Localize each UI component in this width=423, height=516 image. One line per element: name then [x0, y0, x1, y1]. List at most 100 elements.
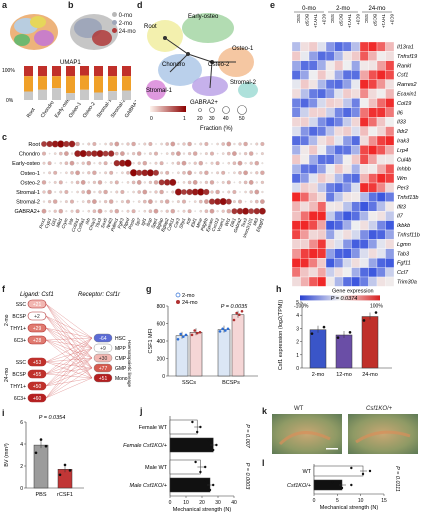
dot-plot-dot — [85, 150, 92, 157]
dot-plot-dot — [63, 140, 70, 148]
dot-plot-dot — [199, 209, 203, 213]
heatmap-cell — [376, 220, 386, 231]
heatmap-cell — [300, 117, 310, 127]
interaction-edge — [45, 357, 93, 363]
heatmap-cell — [359, 164, 369, 174]
heatmap-cell — [308, 51, 318, 61]
heatmap-cell — [359, 258, 369, 268]
dot-plot-dot — [181, 189, 187, 195]
dot-plot-dot — [86, 189, 92, 195]
sender-label: SSC — [16, 302, 27, 308]
bar — [217, 329, 231, 377]
data-point — [44, 444, 48, 448]
heatmap-gene-label: Ccl7 — [397, 270, 409, 276]
heatmap-cell — [308, 154, 318, 165]
heatmap-cell — [351, 164, 361, 174]
heatmap-cell — [359, 79, 369, 90]
heatmap-cell — [334, 248, 344, 259]
dot-plot-dot — [126, 209, 130, 213]
dot-plot-dot — [53, 180, 57, 184]
heatmap-cell — [376, 79, 386, 90]
y-tick-label: 600 — [157, 322, 166, 328]
dot-plot-dot — [127, 191, 129, 193]
category-label: Root — [26, 107, 37, 120]
heatmap-cell — [351, 88, 361, 99]
heatmap-cell — [351, 173, 361, 184]
dot-plot-gene-label: Ptprd — [122, 217, 131, 229]
dot-plot-dot — [86, 161, 91, 166]
heatmap-cell — [300, 211, 310, 221]
dot-plot-dot — [221, 142, 225, 146]
heatmap-cell — [325, 267, 335, 278]
ligand-receptor-diagram: Ligand: Csf1 Receptor: Csf1r 2-mo 24-mo … — [4, 292, 132, 403]
p-value-label: P = 0.0003 — [244, 463, 250, 490]
dot-plot-dot — [92, 180, 97, 185]
heatmap-cell — [325, 117, 335, 127]
dot-plot-dot — [155, 143, 157, 145]
dot-plot-row-label: Stromal-2 — [16, 200, 40, 206]
dot-plot-dot — [221, 152, 225, 155]
y-tick-label: 0 — [162, 374, 165, 380]
stacked-bar-segment — [122, 90, 131, 100]
heatmap-cell — [308, 135, 318, 146]
heatmap-cell — [308, 70, 318, 80]
dot-plot-dot — [109, 180, 113, 184]
heatmap-cell — [317, 211, 327, 221]
heatmap-cell — [300, 267, 310, 278]
heatmap-column-label: SSC — [296, 14, 301, 24]
receiver-label: MPP — [115, 346, 127, 352]
dot-plot-dot — [115, 200, 118, 203]
interaction-edge — [45, 315, 93, 379]
dot-plot-dot — [115, 190, 119, 194]
heatmap-cell — [342, 192, 352, 202]
dot-plot-dot — [216, 142, 219, 146]
heatmap-cell — [325, 248, 335, 259]
heatmap-gene-label: Ikbkb — [397, 223, 410, 229]
y-axis-label: Csf1 expression (log2(TPM)) — [278, 300, 284, 370]
heatmap-cell — [368, 211, 378, 221]
sender-label: 6C3+ — [14, 396, 26, 402]
heatmap-cell — [317, 117, 327, 127]
heatmap-cell — [317, 192, 327, 202]
dot-plot-dot — [126, 152, 130, 155]
dot-plot-gene-label: Ihh — [84, 217, 91, 225]
stacked-bar-segment — [108, 91, 117, 100]
heatmap-cell — [385, 88, 395, 99]
dot-plot-dot — [54, 162, 56, 164]
heatmap-cell — [359, 192, 369, 202]
stacked-bar-segment — [122, 76, 131, 91]
sender-value: +28 — [33, 338, 42, 344]
heatmap-cell — [359, 117, 369, 127]
heatmap-cell — [334, 70, 344, 80]
fraction-tick: 40 — [223, 116, 229, 122]
dot-plot-gene-label: Mt3 — [252, 217, 259, 226]
dot-plot-gene-label: Ibsp — [145, 217, 153, 227]
heatmap-cell — [359, 145, 369, 155]
interaction-edge — [45, 327, 93, 349]
heatmap-cell — [291, 107, 301, 118]
heatmap-cell — [368, 126, 378, 137]
heatmap-cell — [359, 41, 369, 52]
y-axis-label: BV (mm³) — [4, 443, 10, 467]
heatmap-cell — [317, 267, 327, 278]
heatmap-cell — [376, 211, 386, 221]
dot-plot-dot — [197, 188, 205, 196]
heatmap-cell — [334, 126, 344, 137]
heatmap-cell — [359, 126, 369, 137]
dot-plot-dot — [211, 171, 213, 174]
dot-plot-dot — [165, 152, 169, 155]
dot-plot-dot — [136, 169, 143, 176]
dot-plot-dot — [171, 200, 174, 203]
heatmap-cell — [317, 107, 327, 118]
heatmap-cell — [308, 41, 318, 52]
heatmap-cell — [376, 164, 386, 174]
dot-plot-dot — [98, 190, 102, 194]
heatmap-cell — [291, 98, 301, 108]
dot-plot-dot — [250, 171, 253, 174]
dot-plot-dot — [192, 180, 198, 185]
bar — [313, 465, 364, 477]
receiver-label: CMP — [115, 356, 127, 362]
heatmap-cell — [291, 135, 301, 146]
heatmap-cell — [351, 117, 361, 127]
dot-plot-gene-label: Col9a1 — [76, 217, 86, 233]
